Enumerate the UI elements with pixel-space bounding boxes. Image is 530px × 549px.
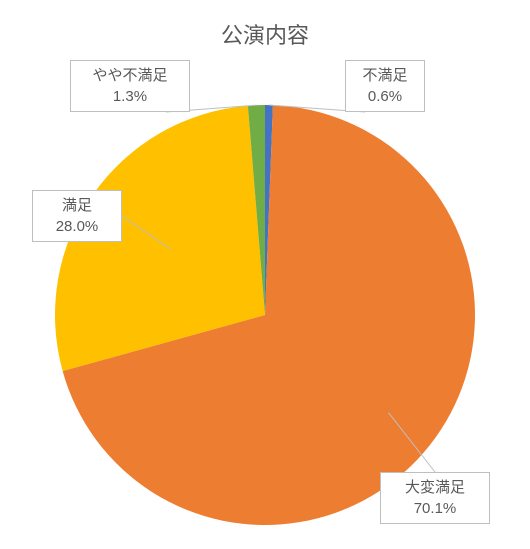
callout-name: やや不満足 (81, 65, 179, 86)
callout-name: 満足 (43, 195, 111, 216)
callout-name: 不満足 (356, 65, 414, 86)
pie-callout-label: 不満足0.6% (345, 60, 425, 112)
pie-chart-container: 公演内容 不満足0.6%大変満足70.1%満足28.0%やや不満足1.3% (0, 0, 530, 549)
callout-value: 0.6% (356, 86, 414, 107)
callout-value: 28.0% (43, 216, 111, 237)
pie-callout-label: 満足28.0% (32, 190, 122, 242)
pie-callout-label: 大変満足70.1% (380, 472, 490, 524)
pie-callout-label: やや不満足1.3% (70, 60, 190, 112)
callout-value: 70.1% (391, 498, 479, 519)
callout-name: 大変満足 (391, 477, 479, 498)
callout-value: 1.3% (81, 86, 179, 107)
